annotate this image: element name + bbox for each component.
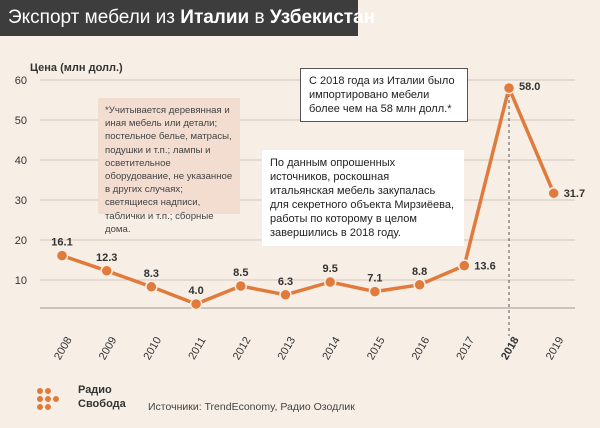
data-point (145, 280, 158, 294)
data-point (458, 259, 471, 272)
logo-line2: Свобода (78, 398, 126, 410)
data-label: 31.7 (564, 188, 585, 200)
data-label: 58.0 (519, 81, 540, 93)
data-label: 13.6 (474, 261, 495, 273)
data-point (413, 278, 426, 292)
x-tick-label: 2014 (320, 335, 343, 362)
x-tick-label: 2008 (52, 335, 75, 362)
data-point (234, 279, 248, 293)
y-tick-label: 30 (15, 195, 27, 207)
x-tick-label: 2019 (544, 335, 567, 362)
logo-line1: Радио (78, 384, 112, 396)
y-tick-label: 50 (15, 115, 27, 127)
data-label: 7.1 (367, 273, 382, 285)
x-tick-label: 2018 (499, 335, 522, 362)
y-tick-label: 60 (15, 75, 27, 87)
footnote-box: *Учитывается деревянная и иная мебель ил… (98, 98, 240, 235)
data-label: 9.5 (323, 263, 338, 275)
data-label: 8.5 (233, 267, 248, 279)
data-point (323, 275, 337, 289)
data-point (502, 81, 516, 95)
data-label: 6.3 (278, 276, 293, 288)
data-point (189, 297, 203, 311)
x-tick-label: 2009 (97, 335, 120, 362)
data-point (55, 249, 69, 262)
story-box: По данным опрошенных источников, роскошн… (262, 150, 464, 246)
data-point (100, 264, 113, 278)
callout-box: С 2018 года из Италии было импортировано… (300, 68, 468, 122)
x-tick-label: 2015 (365, 335, 388, 362)
data-label: 16.1 (51, 237, 72, 249)
logo-icon (37, 388, 59, 410)
radio-svoboda-logo: Радио Свобода (30, 381, 126, 417)
y-axis-title: Цена (млн долл.) (30, 62, 123, 74)
data-label: 8.8 (412, 266, 427, 278)
x-tick-label: 2013 (276, 335, 299, 362)
y-tick-label: 20 (15, 235, 27, 247)
y-tick-label: 10 (15, 275, 27, 287)
data-point (279, 288, 292, 302)
x-tick-label: 2017 (454, 335, 477, 362)
data-point (368, 285, 382, 298)
x-tick-label: 2016 (410, 335, 433, 362)
x-tick-label: 2011 (186, 335, 208, 361)
data-point (547, 186, 560, 200)
chart-title: Экспорт мебели из Италии в Узбекистан (0, 0, 375, 36)
y-tick-label: 40 (15, 155, 27, 167)
series-line (61, 86, 556, 306)
data-label: 12.3 (96, 252, 117, 264)
x-tick-label: 2012 (231, 335, 254, 362)
data-label: 8.3 (144, 268, 159, 280)
data-label: 4.0 (188, 285, 203, 297)
source-note: Источники: TrendEconomy, Радио Озодлик (148, 401, 355, 413)
x-tick-label: 2010 (141, 335, 164, 362)
